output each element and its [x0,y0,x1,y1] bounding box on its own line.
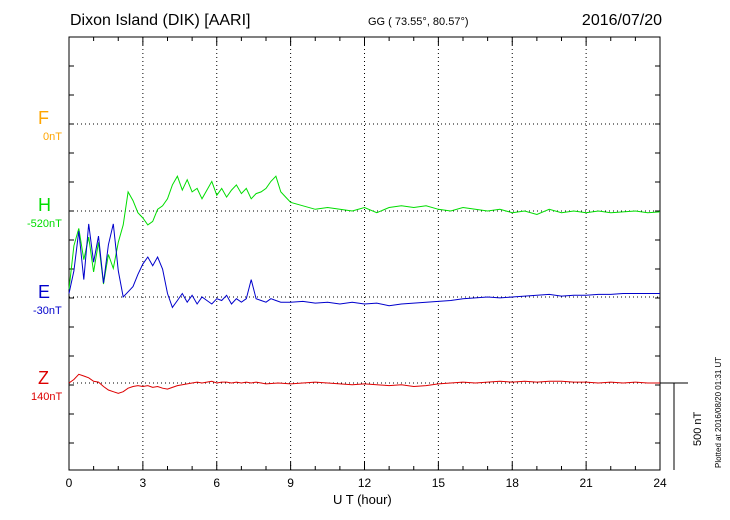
x-tick-label-3: 3 [140,476,147,490]
component-label-z: Z [38,368,49,388]
x-tick-label-21: 21 [579,476,593,490]
grid-lines [69,37,660,470]
x-tick-labels: 0 3 6 9 12 15 18 21 24 [66,476,667,490]
scale-bar-label: 500 nT [692,411,704,446]
chart-date: 2016/07/20 [581,12,662,29]
x-axis-label: U T (hour) [333,492,392,507]
x-tick-label-15: 15 [432,476,446,490]
plotted-timestamp: Plotted at 2016/08/20 01:31 UT [714,356,723,468]
series-line-h [68,175,661,290]
series-line-z [68,373,660,394]
baseline-label-f: 0nT [43,131,62,143]
station-coordinates: GG ( 73.55°, 80.57°) [368,16,469,28]
component-label-e: E [38,282,51,302]
scale-bar [660,382,688,470]
baseline-label-z: 140nT [31,391,63,403]
x-tick-label-24: 24 [653,476,667,490]
series-lines [68,175,661,394]
series-line-e [68,223,660,309]
x-tick-label-9: 9 [287,476,294,490]
baseline-label-h: -520nT [27,218,62,230]
component-label-h: H [38,195,51,215]
x-tick-label-18: 18 [506,476,520,490]
x-tick-label-6: 6 [213,476,220,490]
component-label-f: F [38,108,49,128]
baseline-label-e: -30nT [33,305,62,317]
axis-ticks [68,37,661,470]
x-tick-label-0: 0 [66,476,73,490]
x-tick-label-12: 12 [358,476,372,490]
chart-title: Dixon Island (DIK) [AARI] [70,12,251,29]
